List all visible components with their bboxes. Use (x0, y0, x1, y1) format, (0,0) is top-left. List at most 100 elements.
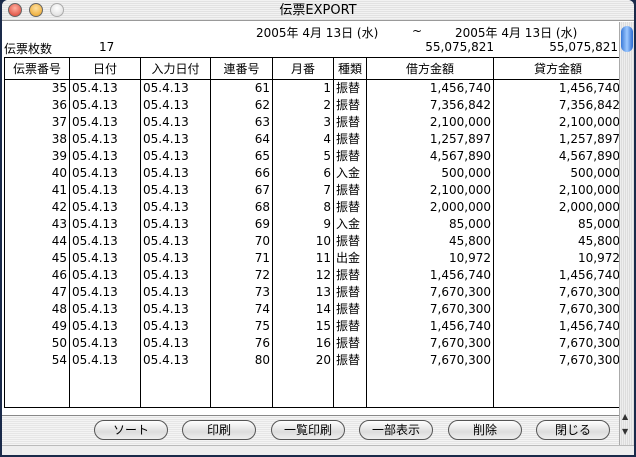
minimize-window-icon[interactable] (29, 3, 43, 17)
cell-type: 振替 (333, 301, 367, 318)
cell-type: 振替 (333, 199, 367, 216)
cell-credit-amount: 45,800 (493, 233, 623, 250)
delete-button[interactable]: 削除 (448, 420, 522, 440)
cell-date: 05.4.13 (69, 318, 141, 335)
table-row[interactable]: 35 05.4.13 05.4.13 61 1 振替 1,456,740 1,456,740 (4, 79, 623, 97)
cell-credit-amount: 7,670,300 (493, 335, 623, 352)
cell-type: 出金 (333, 250, 367, 267)
cell-month-no: 2 (272, 97, 334, 114)
cell-serial-no: 80 (210, 352, 273, 369)
list-print-button[interactable]: 一覧印刷 (271, 420, 345, 440)
column-header-date[interactable]: 日付 (69, 57, 141, 80)
cell-type: 振替 (333, 114, 367, 131)
table-row[interactable]: 48 05.4.13 05.4.13 74 14 振替 7,670,300 7,670,300 (4, 301, 623, 318)
close-button[interactable]: 閉じる (536, 420, 610, 440)
cell-debit-amount: 7,670,300 (366, 352, 494, 369)
partial-display-button[interactable]: 一部表示 (359, 420, 433, 440)
table-row[interactable]: 41 05.4.13 05.4.13 67 7 振替 2,100,000 2,100,000 (4, 182, 623, 199)
cell-voucher-no: 50 (4, 335, 70, 352)
close-window-icon[interactable] (8, 3, 22, 17)
table-row[interactable]: 38 05.4.13 05.4.13 64 4 振替 1,257,897 1,257,897 (4, 131, 623, 148)
scroll-thumb[interactable] (621, 26, 633, 52)
window-title: 伝票EXPORT (279, 3, 357, 18)
table-row[interactable]: 49 05.4.13 05.4.13 75 15 振替 1,456,740 1,456,740 (4, 318, 623, 335)
cell-type: 振替 (333, 148, 367, 165)
cell-date: 05.4.13 (69, 250, 141, 267)
count-value: 17 (99, 40, 115, 54)
table-row[interactable]: 43 05.4.13 05.4.13 69 9 入金 85,000 85,000 (4, 216, 623, 233)
cell-debit-amount: 2,100,000 (366, 182, 494, 199)
column-header-month-no[interactable]: 月番 (272, 57, 334, 80)
table-row[interactable]: 36 05.4.13 05.4.13 62 2 振替 7,356,842 7,356,842 (4, 97, 623, 114)
cell-type: 振替 (333, 233, 367, 250)
cell-debit-amount: 1,456,740 (366, 79, 494, 97)
content-area: 2005年 4月 13日 (水) ~ 2005年 4月 13日 (水) 伝票枚数… (2, 22, 623, 415)
cell-voucher-no: 46 (4, 267, 70, 284)
column-header-serial-no[interactable]: 連番号 (210, 57, 273, 80)
cell-credit-amount: 500,000 (493, 165, 623, 182)
cell-voucher-no: 45 (4, 250, 70, 267)
cell-date: 05.4.13 (69, 233, 141, 250)
cell-credit-amount: 7,670,300 (493, 352, 623, 369)
cell-month-no: 15 (272, 318, 334, 335)
cell-month-no: 3 (272, 114, 334, 131)
cell-credit-amount: 1,456,740 (493, 267, 623, 284)
cell-voucher-no: 35 (4, 79, 70, 97)
cell-date: 05.4.13 (69, 79, 141, 97)
cell-date: 05.4.13 (69, 284, 141, 301)
cell-debit-amount: 2,000,000 (366, 199, 494, 216)
cell-voucher-no: 43 (4, 216, 70, 233)
cell-serial-no: 72 (210, 267, 273, 284)
cell-voucher-no: 42 (4, 199, 70, 216)
cell-input-date: 05.4.13 (140, 97, 211, 114)
table-row[interactable]: 44 05.4.13 05.4.13 70 10 振替 45,800 45,800 (4, 233, 623, 250)
empty-cell (140, 369, 211, 408)
print-button[interactable]: 印刷 (182, 420, 256, 440)
table-row[interactable]: 54 05.4.13 05.4.13 80 20 振替 7,670,300 7,670,300 (4, 352, 623, 369)
column-header-type[interactable]: 種類 (333, 57, 367, 80)
empty-cell (210, 369, 273, 408)
cell-month-no: 5 (272, 148, 334, 165)
empty-cell (366, 369, 494, 408)
cell-input-date: 05.4.13 (140, 79, 211, 97)
scroll-down-arrow-icon[interactable]: ▼ (622, 427, 629, 436)
cell-month-no: 10 (272, 233, 334, 250)
cell-voucher-no: 41 (4, 182, 70, 199)
cell-serial-no: 65 (210, 148, 273, 165)
table-row[interactable]: 46 05.4.13 05.4.13 72 12 振替 1,456,740 1,456,740 (4, 267, 623, 284)
table-row[interactable]: 45 05.4.13 05.4.13 71 11 出金 10,972 10,972 (4, 250, 623, 267)
table-row[interactable]: 50 05.4.13 05.4.13 76 16 振替 7,670,300 7,670,300 (4, 335, 623, 352)
table-row[interactable]: 39 05.4.13 05.4.13 65 5 振替 4,567,890 4,567,890 (4, 148, 623, 165)
cell-credit-amount: 7,670,300 (493, 301, 623, 318)
cell-debit-amount: 4,567,890 (366, 148, 494, 165)
cell-type: 振替 (333, 267, 367, 284)
cell-serial-no: 67 (210, 182, 273, 199)
sort-button[interactable]: ソート (94, 420, 168, 440)
cell-input-date: 05.4.13 (140, 335, 211, 352)
cell-debit-amount: 7,670,300 (366, 284, 494, 301)
column-header-input-date[interactable]: 入力日付 (140, 57, 211, 80)
date-to: 2005年 4月 13日 (水) (455, 26, 578, 40)
cell-input-date: 05.4.13 (140, 199, 211, 216)
cell-credit-amount: 7,670,300 (493, 284, 623, 301)
cell-serial-no: 76 (210, 335, 273, 352)
cell-credit-amount: 2,100,000 (493, 182, 623, 199)
column-header-debit-amount[interactable]: 借方金額 (366, 57, 494, 80)
scroll-up-arrow-icon[interactable]: ▲ (622, 412, 629, 421)
vertical-scrollbar[interactable]: ▲ ▼ (619, 22, 634, 445)
cell-input-date: 05.4.13 (140, 131, 211, 148)
cell-month-no: 16 (272, 335, 334, 352)
column-header-voucher-no[interactable]: 伝票番号 (4, 57, 70, 80)
credit-total: 55,075,821 (549, 40, 618, 54)
table-row[interactable]: 37 05.4.13 05.4.13 63 3 振替 2,100,000 2,100,000 (4, 114, 623, 131)
table-row[interactable]: 47 05.4.13 05.4.13 73 13 振替 7,670,300 7,670,300 (4, 284, 623, 301)
cell-input-date: 05.4.13 (140, 352, 211, 369)
table-row[interactable]: 40 05.4.13 05.4.13 66 6 入金 500,000 500,000 (4, 165, 623, 182)
zoom-window-icon[interactable] (50, 3, 64, 17)
column-header-credit-amount[interactable]: 貸方金額 (493, 57, 623, 80)
cell-date: 05.4.13 (69, 199, 141, 216)
cell-serial-no: 71 (210, 250, 273, 267)
title-bar[interactable]: 伝票EXPORT (2, 0, 634, 21)
table-row[interactable]: 42 05.4.13 05.4.13 68 8 振替 2,000,000 2,000,000 (4, 199, 623, 216)
cell-voucher-no: 39 (4, 148, 70, 165)
